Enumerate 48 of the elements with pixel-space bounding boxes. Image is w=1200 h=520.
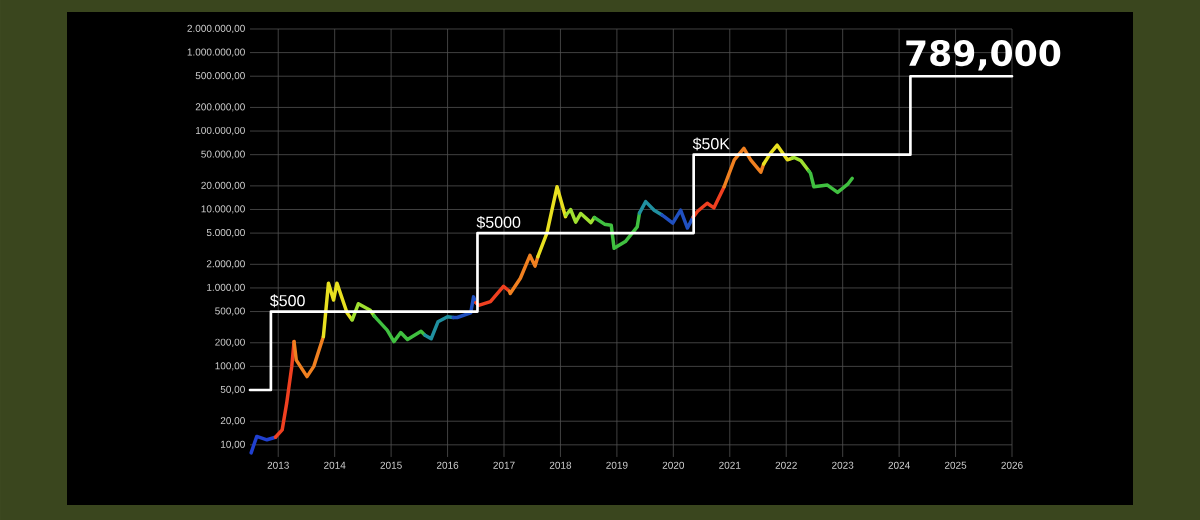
annotation: $5000 (476, 215, 521, 229)
x-tick-label: 2024 (888, 461, 910, 469)
line-series (807, 169, 855, 195)
x-tick-label: 2018 (549, 461, 572, 469)
y-tick-label: 10,00 (221, 440, 245, 449)
x-tick-label: 2016 (436, 461, 459, 469)
line-series (660, 208, 695, 230)
y-tick-label: 200.000,00 (195, 103, 245, 112)
y-tick-label: 100,00 (215, 362, 245, 371)
x-tick-label: 2023 (832, 461, 854, 469)
line-series (321, 281, 354, 339)
y-tick-label: 1.000,00 (207, 283, 245, 293)
x-tick-label: 2020 (662, 461, 685, 469)
line-series (790, 155, 811, 173)
y-tick-label: 200,00 (215, 338, 245, 347)
y-tick-label: 500.000,00 (195, 72, 245, 81)
x-tick-label: 2022 (775, 461, 797, 469)
line-series (507, 253, 540, 296)
y-tick-label: 2.000.000,00 (187, 24, 245, 34)
line-series (292, 334, 326, 379)
x-tick-label: 2025 (944, 461, 967, 469)
y-tick-label: 1.000.000,00 (187, 48, 245, 57)
y-tick-label: 20.000,00 (201, 181, 245, 191)
x-tick-label: 2017 (493, 461, 515, 469)
line-series (691, 185, 726, 219)
line-series (536, 185, 568, 259)
annotation: $50K (692, 137, 730, 151)
y-tick-label: 50,00 (220, 385, 245, 395)
line-series (372, 314, 427, 344)
x-tick-label: 2026 (1001, 461, 1023, 469)
line-series (564, 207, 597, 225)
annotation: 789,000 (906, 39, 1061, 71)
y-tick-label: 50.000,00 (201, 150, 245, 159)
line-series (637, 199, 664, 217)
y-tick-label: 5.000,00 (206, 228, 245, 238)
annotation: $500 (269, 294, 305, 308)
y-tick-label: 20,00 (220, 417, 245, 426)
x-tick-label: 2019 (606, 461, 628, 469)
y-tick-label: 500,00 (215, 307, 245, 316)
x-tick-label: 2013 (267, 461, 289, 469)
y-tick-label: 10.000,00 (201, 205, 245, 214)
x-tick-label: 2021 (719, 461, 741, 469)
x-tick-label: 2015 (380, 461, 402, 469)
y-tick-label: 2.000,00 (206, 260, 245, 269)
line-series (592, 211, 642, 251)
x-tick-label: 2014 (324, 461, 346, 469)
y-tick-label: 100.000,00 (196, 126, 245, 136)
line-series (423, 314, 455, 341)
